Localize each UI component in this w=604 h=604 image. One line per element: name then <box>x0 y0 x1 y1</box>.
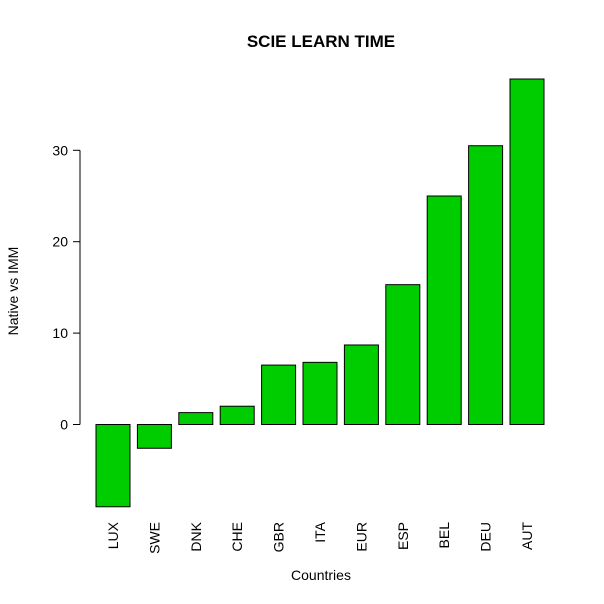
x-tick-labels: LUX SWE DNK CHE GBR ITA EUR ESP BEL DEU AUT <box>105 521 535 554</box>
y-axis-label: Native vs IMM <box>5 247 21 336</box>
x-tick-label-dnk: DNK <box>188 521 204 551</box>
bar-aut <box>509 78 545 426</box>
x-tick-label-che: CHE <box>229 522 245 552</box>
bar-lux <box>95 424 131 508</box>
x-tick-label-swe: SWE <box>146 522 162 554</box>
x-tick-label-eur: EUR <box>353 522 369 552</box>
bar-che <box>219 405 255 426</box>
x-tick-label-aut: AUT <box>519 522 535 550</box>
bar-eur <box>343 344 379 425</box>
bar-esp <box>385 284 421 425</box>
x-tick-label-bel: BEL <box>436 522 452 549</box>
x-tick-label-esp: ESP <box>395 522 411 550</box>
y-tick-label: 10 <box>52 325 68 341</box>
bar-ita <box>302 361 338 425</box>
x-tick-label-gbr: GBR <box>271 522 287 552</box>
bar-swe <box>136 424 172 449</box>
bar-gbr <box>261 364 297 425</box>
y-axis: 0 10 20 30 <box>52 142 81 433</box>
bar-dnk <box>178 412 214 426</box>
bars <box>95 78 545 508</box>
y-tick-label: 30 <box>52 142 68 158</box>
bar-deu <box>468 145 504 425</box>
y-tick-label: 20 <box>52 234 68 250</box>
x-tick-label-lux: LUX <box>105 521 121 549</box>
x-tick-label-deu: DEU <box>478 522 494 552</box>
x-tick-label-ita: ITA <box>312 521 328 542</box>
y-tick-label: 0 <box>60 417 68 433</box>
x-axis-label: Countries <box>291 567 351 583</box>
chart-title: SCIE LEARN TIME <box>247 32 395 51</box>
bar-bel <box>426 195 462 425</box>
